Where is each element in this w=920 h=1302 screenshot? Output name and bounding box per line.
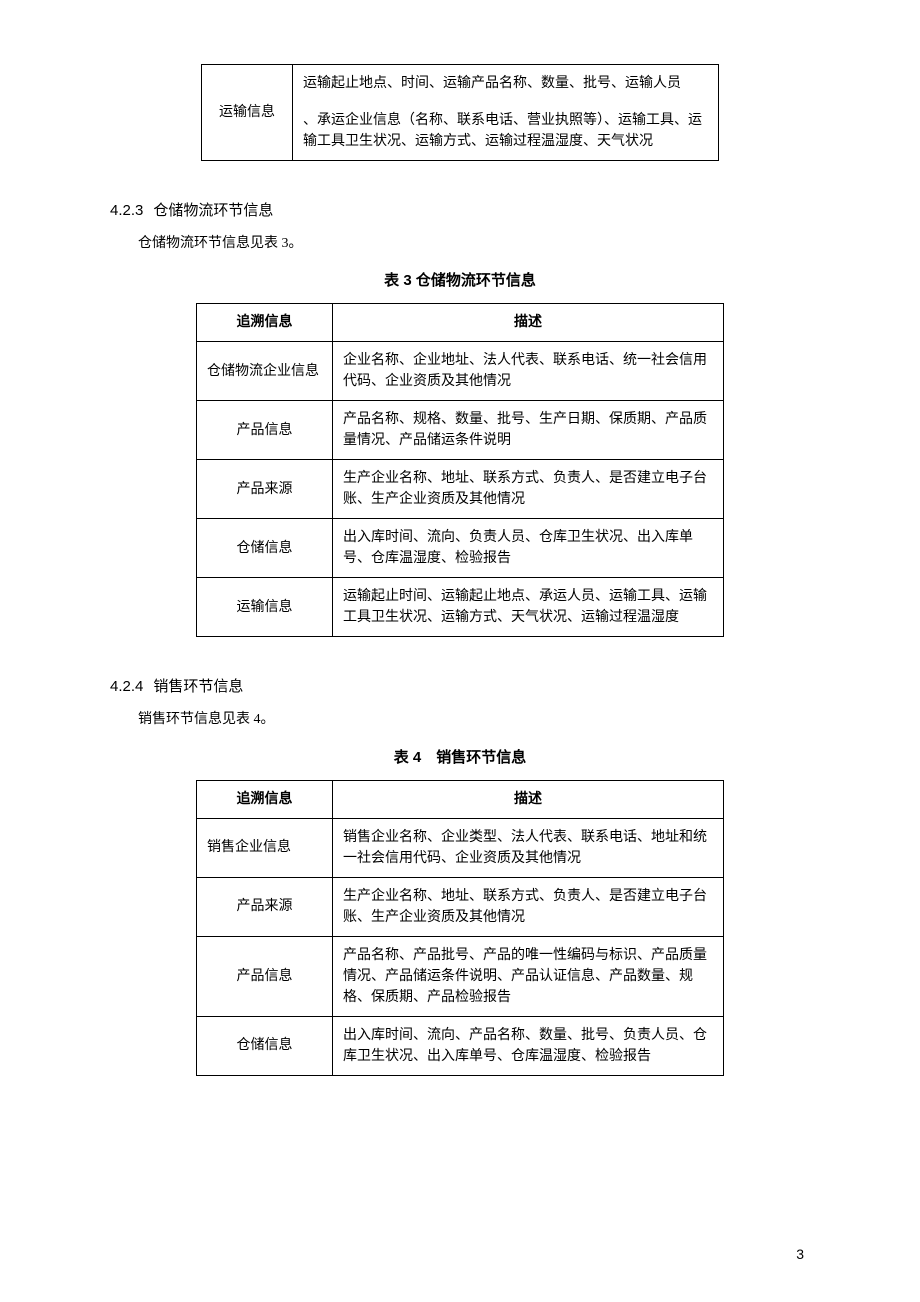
table4-r2c1: 产品来源	[197, 877, 333, 936]
caption-table3: 表 3 仓储物流环节信息	[110, 269, 810, 293]
table-4: 追溯信息 描述 销售企业信息 销售企业名称、企业类型、法人代表、联系电话、地址和…	[196, 780, 724, 1076]
heading-423: 4.2.3 仓储物流环节信息	[110, 199, 810, 223]
table-row: 仓储信息 出入库时间、流向、产品名称、数量、批号、负责人员、仓库卫生状况、出入库…	[197, 1016, 724, 1075]
table-row: 产品来源 生产企业名称、地址、联系方式、负责人、是否建立电子台账、生产企业资质及…	[197, 877, 724, 936]
cell-transport-desc-2: 、承运企业信息（名称、联系电话、营业执照等）、运输工具、运输工具卫生状况、运输方…	[293, 102, 719, 161]
intro-423: 仓储物流环节信息见表 3。	[110, 233, 810, 255]
heading-424: 4.2.4 销售环节信息	[110, 675, 810, 699]
table3-r2c1: 产品信息	[197, 401, 333, 460]
table-row: 仓储信息 出入库时间、流向、负责人员、仓库卫生状况、出入库单号、仓库温湿度、检验…	[197, 519, 724, 578]
document-page: 运输信息 运输起止地点、时间、运输产品名称、数量、批号、运输人员 、承运企业信息…	[0, 0, 920, 1302]
table4-header-1: 追溯信息	[197, 780, 333, 818]
table-row: 运输信息 运输起止时间、运输起止地点、承运人员、运输工具、运输工具卫生状况、运输…	[197, 578, 724, 637]
heading-424-title: 销售环节信息	[153, 678, 243, 695]
intro-424: 销售环节信息见表 4。	[110, 709, 810, 731]
table3-r5c2: 运输起止时间、运输起止地点、承运人员、运输工具、运输工具卫生状况、运输方式、天气…	[333, 578, 724, 637]
table3-r5c1: 运输信息	[197, 578, 333, 637]
table3-r3c2: 生产企业名称、地址、联系方式、负责人、是否建立电子台账、生产企业资质及其他情况	[333, 460, 724, 519]
table4-header-2: 描述	[333, 780, 724, 818]
table3-r3c1: 产品来源	[197, 460, 333, 519]
table-3: 追溯信息 描述 仓储物流企业信息 企业名称、企业地址、法人代表、联系电话、统一社…	[196, 303, 724, 637]
table3-r1c1: 仓储物流企业信息	[197, 342, 333, 401]
table4-r2c2: 生产企业名称、地址、联系方式、负责人、是否建立电子台账、生产企业资质及其他情况	[333, 877, 724, 936]
table-row: 仓储物流企业信息 企业名称、企业地址、法人代表、联系电话、统一社会信用代码、企业…	[197, 342, 724, 401]
table4-r1c1: 销售企业信息	[197, 818, 333, 877]
heading-423-title: 仓储物流环节信息	[153, 202, 273, 219]
table3-r2c2: 产品名称、规格、数量、批号、生产日期、保质期、产品质量情况、产品储运条件说明	[333, 401, 724, 460]
table4-r1c2: 销售企业名称、企业类型、法人代表、联系电话、地址和统一社会信用代码、企业资质及其…	[333, 818, 724, 877]
table4-r4c2: 出入库时间、流向、产品名称、数量、批号、负责人员、仓库卫生状况、出入库单号、仓库…	[333, 1016, 724, 1075]
cell-transport-label: 运输信息	[202, 65, 293, 161]
heading-423-num: 4.2.3	[110, 202, 143, 219]
cell-transport-desc-1: 运输起止地点、时间、运输产品名称、数量、批号、运输人员	[293, 65, 719, 103]
caption-table4: 表 4 销售环节信息	[110, 746, 810, 770]
table3-header-2: 描述	[333, 304, 724, 342]
table-row: 产品来源 生产企业名称、地址、联系方式、负责人、是否建立电子台账、生产企业资质及…	[197, 460, 724, 519]
table3-header-1: 追溯信息	[197, 304, 333, 342]
table-row: 产品信息 产品名称、规格、数量、批号、生产日期、保质期、产品质量情况、产品储运条…	[197, 401, 724, 460]
table4-r4c1: 仓储信息	[197, 1016, 333, 1075]
table4-r3c2: 产品名称、产品批号、产品的唯一性编码与标识、产品质量情况、产品储运条件说明、产品…	[333, 936, 724, 1016]
table3-r4c1: 仓储信息	[197, 519, 333, 578]
table4-r3c1: 产品信息	[197, 936, 333, 1016]
heading-424-num: 4.2.4	[110, 678, 143, 695]
table-transport-fragment: 运输信息 运输起止地点、时间、运输产品名称、数量、批号、运输人员 、承运企业信息…	[201, 64, 719, 161]
page-number: 3	[796, 1246, 804, 1262]
table-row: 产品信息 产品名称、产品批号、产品的唯一性编码与标识、产品质量情况、产品储运条件…	[197, 936, 724, 1016]
table3-r4c2: 出入库时间、流向、负责人员、仓库卫生状况、出入库单号、仓库温湿度、检验报告	[333, 519, 724, 578]
table-row: 销售企业信息 销售企业名称、企业类型、法人代表、联系电话、地址和统一社会信用代码…	[197, 818, 724, 877]
table3-r1c2: 企业名称、企业地址、法人代表、联系电话、统一社会信用代码、企业资质及其他情况	[333, 342, 724, 401]
